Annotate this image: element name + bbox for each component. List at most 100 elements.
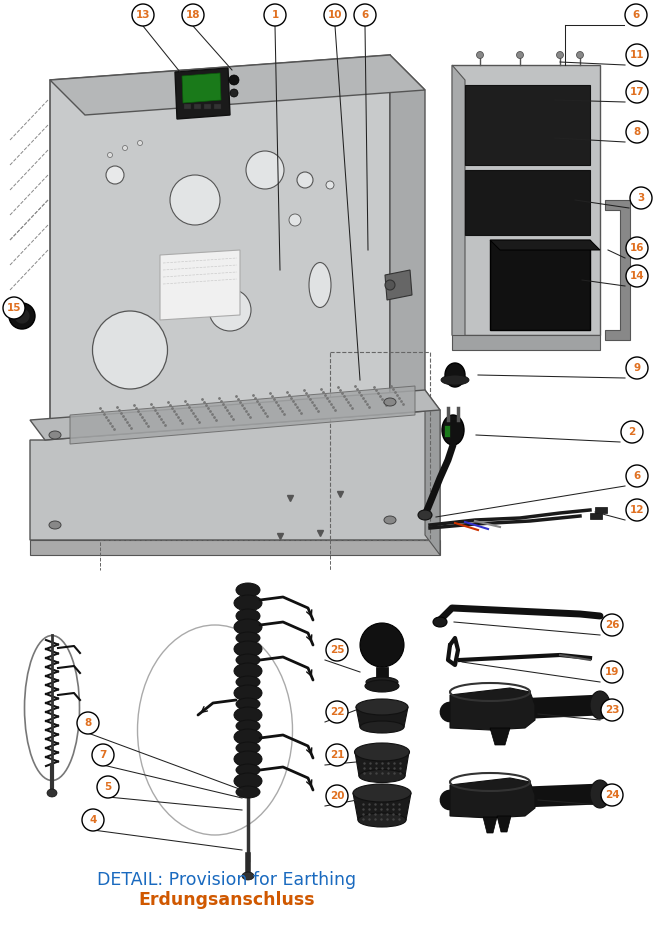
Circle shape	[92, 744, 114, 766]
Polygon shape	[50, 55, 390, 515]
Polygon shape	[356, 707, 408, 727]
Ellipse shape	[234, 729, 262, 745]
Circle shape	[229, 75, 239, 85]
Text: 15: 15	[7, 303, 21, 313]
Ellipse shape	[138, 140, 142, 146]
Circle shape	[626, 465, 648, 487]
Circle shape	[264, 4, 286, 26]
Text: DETAIL: Provision for Earthing: DETAIL: Provision for Earthing	[98, 871, 357, 889]
Circle shape	[577, 51, 583, 59]
Ellipse shape	[326, 181, 334, 189]
Ellipse shape	[236, 786, 260, 798]
Ellipse shape	[445, 363, 465, 387]
Ellipse shape	[418, 510, 432, 520]
Circle shape	[626, 357, 648, 379]
Bar	[376, 667, 388, 682]
Bar	[595, 507, 607, 513]
Polygon shape	[70, 386, 415, 444]
Bar	[214, 104, 221, 109]
Circle shape	[516, 51, 523, 59]
Text: 18: 18	[186, 10, 200, 20]
Ellipse shape	[49, 521, 61, 529]
Ellipse shape	[590, 780, 610, 808]
Circle shape	[626, 499, 648, 521]
Circle shape	[9, 303, 35, 329]
Ellipse shape	[170, 175, 220, 225]
Bar	[590, 513, 602, 519]
Ellipse shape	[590, 691, 610, 719]
Ellipse shape	[236, 676, 260, 688]
Circle shape	[626, 81, 648, 103]
Ellipse shape	[246, 151, 284, 189]
Ellipse shape	[234, 595, 262, 611]
Polygon shape	[30, 540, 440, 555]
Circle shape	[77, 712, 99, 734]
Text: 6: 6	[361, 10, 369, 20]
Ellipse shape	[234, 663, 262, 679]
Text: 2: 2	[628, 427, 636, 437]
Polygon shape	[452, 65, 600, 335]
Text: 16: 16	[630, 243, 644, 253]
Circle shape	[230, 89, 238, 97]
Circle shape	[132, 4, 154, 26]
Polygon shape	[605, 200, 630, 340]
Ellipse shape	[385, 280, 395, 290]
Text: 12: 12	[630, 505, 644, 515]
Ellipse shape	[289, 214, 301, 226]
Ellipse shape	[47, 789, 57, 797]
Ellipse shape	[384, 398, 396, 406]
Ellipse shape	[234, 751, 262, 767]
Ellipse shape	[106, 166, 124, 184]
Circle shape	[97, 776, 119, 798]
Ellipse shape	[236, 742, 260, 754]
Polygon shape	[490, 728, 510, 745]
Ellipse shape	[359, 770, 405, 783]
Ellipse shape	[209, 289, 251, 331]
Text: 7: 7	[99, 750, 107, 760]
Text: Erdungsanschluss: Erdungsanschluss	[138, 891, 316, 909]
Circle shape	[601, 614, 623, 636]
Text: 20: 20	[330, 791, 344, 801]
Bar	[194, 104, 201, 109]
Circle shape	[182, 4, 204, 26]
Text: 13: 13	[136, 10, 150, 20]
Text: 24: 24	[605, 790, 619, 800]
Circle shape	[625, 4, 647, 26]
Ellipse shape	[356, 699, 408, 715]
Ellipse shape	[49, 431, 61, 439]
Polygon shape	[175, 68, 230, 119]
Circle shape	[326, 639, 348, 661]
Polygon shape	[355, 752, 409, 776]
Text: 14: 14	[630, 271, 644, 281]
Ellipse shape	[236, 632, 260, 644]
Polygon shape	[30, 390, 440, 440]
Bar	[204, 104, 211, 109]
Ellipse shape	[236, 720, 260, 732]
Polygon shape	[390, 55, 425, 525]
Text: 10: 10	[328, 10, 342, 20]
Circle shape	[626, 265, 648, 287]
Circle shape	[630, 187, 652, 209]
Circle shape	[14, 308, 30, 324]
Ellipse shape	[236, 609, 260, 623]
Circle shape	[326, 785, 348, 807]
Circle shape	[601, 661, 623, 683]
Polygon shape	[497, 816, 511, 832]
Ellipse shape	[234, 773, 262, 789]
Polygon shape	[465, 170, 590, 235]
Ellipse shape	[309, 262, 331, 307]
Polygon shape	[353, 793, 411, 820]
Ellipse shape	[360, 721, 404, 733]
Ellipse shape	[123, 146, 127, 150]
Text: 25: 25	[330, 645, 344, 655]
Text: 19: 19	[605, 667, 619, 677]
Polygon shape	[452, 335, 600, 350]
Circle shape	[626, 237, 648, 259]
Polygon shape	[160, 250, 240, 320]
Circle shape	[626, 121, 648, 143]
Ellipse shape	[234, 685, 262, 701]
Ellipse shape	[384, 516, 396, 524]
Circle shape	[326, 701, 348, 723]
Polygon shape	[452, 65, 465, 350]
Text: 3: 3	[638, 193, 645, 203]
